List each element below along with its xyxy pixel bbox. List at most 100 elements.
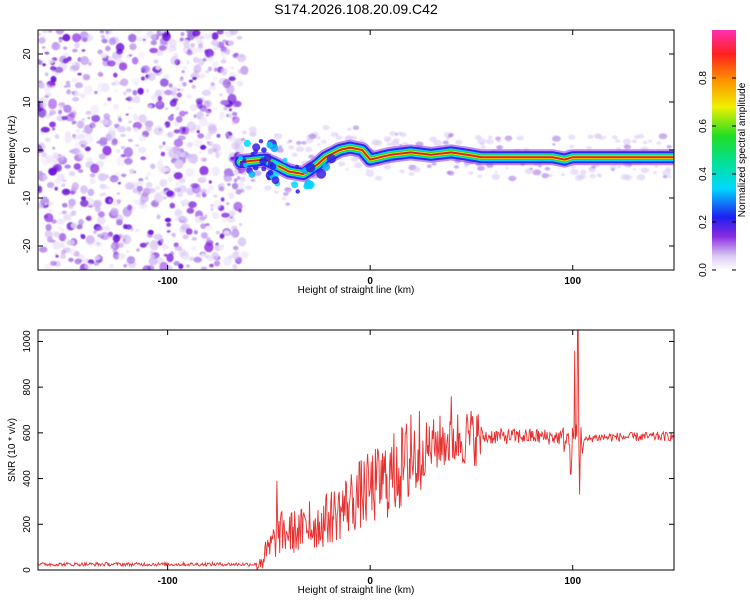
noise-blob [220, 67, 228, 76]
noise-blob [44, 137, 51, 142]
noise-blob [44, 213, 54, 223]
noise-blob [76, 120, 85, 129]
snr-series-line [38, 330, 674, 570]
noise-blob [51, 127, 56, 131]
noise-blob [192, 30, 201, 37]
noise-blob [113, 103, 119, 110]
noise-blob [135, 228, 140, 233]
noise-blob [131, 57, 139, 65]
noise-blob [207, 124, 217, 135]
noise-blob [204, 134, 211, 140]
noise-blob [170, 56, 179, 65]
noise-blob [128, 120, 133, 124]
colorbar-tick-label-0: 0.0 [698, 263, 709, 277]
noise-blob [285, 202, 291, 206]
noise-blob [180, 88, 185, 92]
noise-blob [212, 76, 217, 81]
noise-blob [496, 145, 503, 150]
noise-blob [477, 165, 485, 171]
noise-blob [354, 162, 363, 169]
snr-y-tick-label-3: 600 [22, 424, 33, 441]
noise-blob [301, 141, 307, 145]
noise-blob [191, 237, 197, 241]
noise-blob [41, 30, 49, 34]
noise-blob [455, 139, 463, 145]
colorbar-tick-label-1: 0.2 [698, 215, 709, 229]
noise-blob [383, 136, 392, 142]
noise-blob [345, 168, 349, 171]
noise-blob [61, 210, 67, 215]
noise-blob [399, 169, 405, 174]
noise-blob [186, 142, 193, 148]
noise-blob [211, 251, 219, 260]
noise-blob [227, 183, 231, 186]
noise-blob [56, 218, 66, 225]
noise-blob [119, 82, 123, 85]
noise-blob [126, 126, 132, 132]
noise-blob [66, 89, 71, 95]
ridge-blob [261, 166, 267, 172]
snr-y-tick-label-4: 800 [22, 378, 33, 395]
noise-blob [106, 186, 111, 190]
snr-line-layer [38, 330, 674, 570]
noise-blob [431, 162, 437, 166]
noise-blob [138, 51, 145, 60]
snr-y-tick-label-2: 400 [22, 470, 33, 487]
noise-blob [288, 139, 293, 143]
noise-blob [72, 33, 81, 43]
noise-blob [103, 113, 110, 120]
noise-blob [116, 219, 123, 226]
noise-blob [322, 125, 330, 131]
noise-blob [220, 59, 227, 64]
noise-blob [236, 35, 243, 40]
noise-blob [104, 34, 110, 41]
noise-blob [63, 85, 69, 88]
noise-blob [146, 172, 152, 177]
noise-blob [386, 142, 392, 146]
noise-blob [99, 30, 105, 34]
noise-blob [116, 192, 120, 195]
noise-blob [138, 114, 147, 123]
noise-blob [157, 95, 163, 102]
noise-blob [211, 166, 220, 177]
noise-blob [175, 106, 180, 111]
noise-blob [234, 173, 239, 176]
noise-blob [72, 97, 80, 102]
noise-blob [569, 144, 575, 149]
noise-blob [602, 136, 607, 139]
noise-blob [213, 200, 222, 209]
noise-blob [126, 256, 136, 264]
noise-blob [654, 164, 659, 168]
noise-blob [111, 138, 118, 145]
noise-blob [250, 178, 256, 182]
noise-blob [167, 131, 174, 138]
noise-blob [141, 35, 149, 40]
noise-blob [162, 31, 171, 42]
noise-blob [570, 168, 579, 175]
noise-blob [219, 233, 225, 239]
noise-blob [157, 240, 162, 245]
noise-blob [179, 152, 186, 158]
noise-blob [223, 230, 230, 236]
noise-blob [169, 202, 176, 209]
noise-blob [58, 38, 63, 43]
spectrogram-y-tick-label-2: 0 [22, 147, 33, 153]
noise-blob [240, 250, 249, 259]
noise-blob [81, 73, 91, 82]
noise-blob [68, 112, 76, 118]
noise-blob [231, 116, 240, 124]
noise-blob [495, 136, 501, 141]
noise-blob [226, 84, 235, 95]
noise-blob [93, 230, 98, 233]
noise-blob [97, 49, 103, 55]
noise-blob [321, 139, 327, 144]
spectrogram-ridge-layer [232, 139, 674, 194]
noise-blob [93, 261, 100, 266]
noise-blob [61, 203, 68, 208]
noise-blob [552, 135, 561, 142]
ridge-blob [238, 155, 244, 161]
noise-blob [207, 148, 214, 155]
noise-blob [174, 245, 183, 251]
noise-blob [138, 135, 147, 142]
noise-blob [233, 201, 243, 212]
